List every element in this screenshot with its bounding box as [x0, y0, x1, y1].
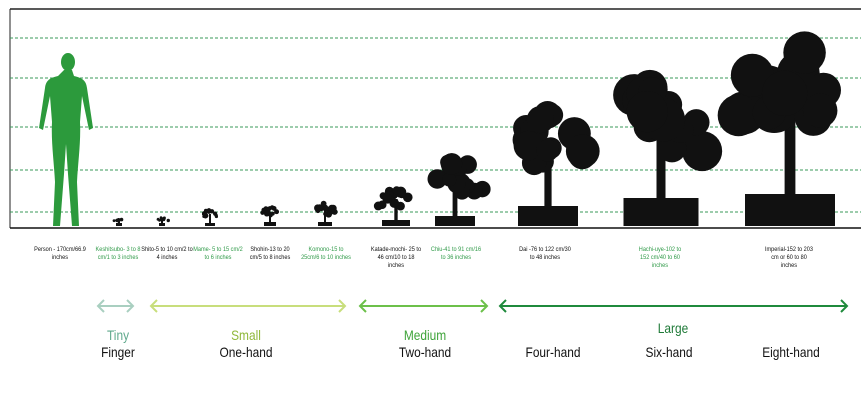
foliage	[268, 213, 272, 217]
pot	[264, 222, 276, 226]
hand-label: Finger	[101, 344, 135, 360]
hand-label: Six-hand	[646, 344, 693, 360]
figure-label: Shohin-13 to 20 cm/5 to 8 inches	[244, 246, 296, 262]
foliage	[261, 208, 266, 213]
figure-label: Shito-5 to 10 cm/2 to 4 inches	[141, 246, 193, 262]
bonsai-trees	[113, 31, 841, 226]
pot	[518, 206, 578, 226]
figure-label: Mame- 5 to 15 cm/2 to 6 inches	[192, 246, 244, 262]
foliage	[160, 216, 163, 219]
foliage	[441, 153, 462, 174]
foliage	[323, 212, 327, 216]
foliage	[393, 186, 401, 194]
figure-label: Komono-15 to 25cm/6 to 10 inches	[300, 246, 352, 262]
foliage	[803, 93, 837, 127]
infographic: Person - 170cm/66.9 inches Keshitsubo- 3 …	[0, 0, 861, 418]
hand-label: One-hand	[220, 344, 273, 360]
foliage	[328, 205, 335, 212]
hand-label: Four-hand	[526, 344, 581, 360]
foliage	[374, 202, 383, 211]
pot	[382, 220, 410, 226]
foliage	[327, 212, 332, 217]
pot	[435, 216, 475, 226]
foliage	[116, 220, 119, 223]
foliage	[762, 71, 807, 116]
foliage	[167, 219, 170, 222]
pot	[745, 194, 835, 226]
person-silhouette	[39, 53, 93, 226]
figure-label: Imperial-152 to 203 cm or 60 to 80 inche…	[763, 246, 815, 270]
foliage	[266, 209, 271, 214]
foliage	[566, 134, 600, 168]
size-class: Medium	[404, 327, 446, 343]
foliage	[210, 209, 214, 213]
foliage	[317, 204, 323, 210]
foliage	[215, 215, 218, 218]
size-class: Large	[658, 320, 688, 336]
size-class: Tiny	[107, 327, 129, 343]
pot	[116, 223, 122, 226]
hand-label: Eight-hand	[762, 344, 820, 360]
figure-label: Person - 170cm/66.9 inches	[34, 246, 86, 262]
hand-label: Two-hand	[399, 344, 451, 360]
figure-label: Katade-mochi- 25 to 46 cm/10 to 18 inche…	[370, 246, 422, 270]
figure-label: Hachi-uye-102 to 152 cm/40 to 60 inches	[634, 246, 686, 270]
size-arrows	[98, 300, 847, 312]
trunk	[209, 214, 211, 223]
pot	[624, 198, 699, 226]
foliage	[162, 218, 165, 221]
pot	[205, 223, 215, 226]
pot	[159, 223, 165, 226]
size-class: Small	[231, 327, 261, 343]
pot	[318, 222, 332, 226]
foliage	[527, 106, 554, 133]
foliage	[442, 173, 456, 187]
foliage	[382, 194, 392, 204]
foliage	[113, 219, 116, 222]
foliage	[274, 209, 279, 214]
figure-label: Keshitsubo- 3 to 8 cm/1 to 3 inches	[92, 246, 144, 262]
foliage	[783, 31, 826, 74]
foliage	[202, 212, 206, 216]
foliage	[536, 139, 558, 161]
figure-label: Chiu-41 to 91 cm/16 to 36 inches	[430, 246, 482, 262]
figure-label: Dai -76 to 122 cm/30 to 48 inches	[519, 246, 571, 262]
foliage	[627, 91, 668, 132]
